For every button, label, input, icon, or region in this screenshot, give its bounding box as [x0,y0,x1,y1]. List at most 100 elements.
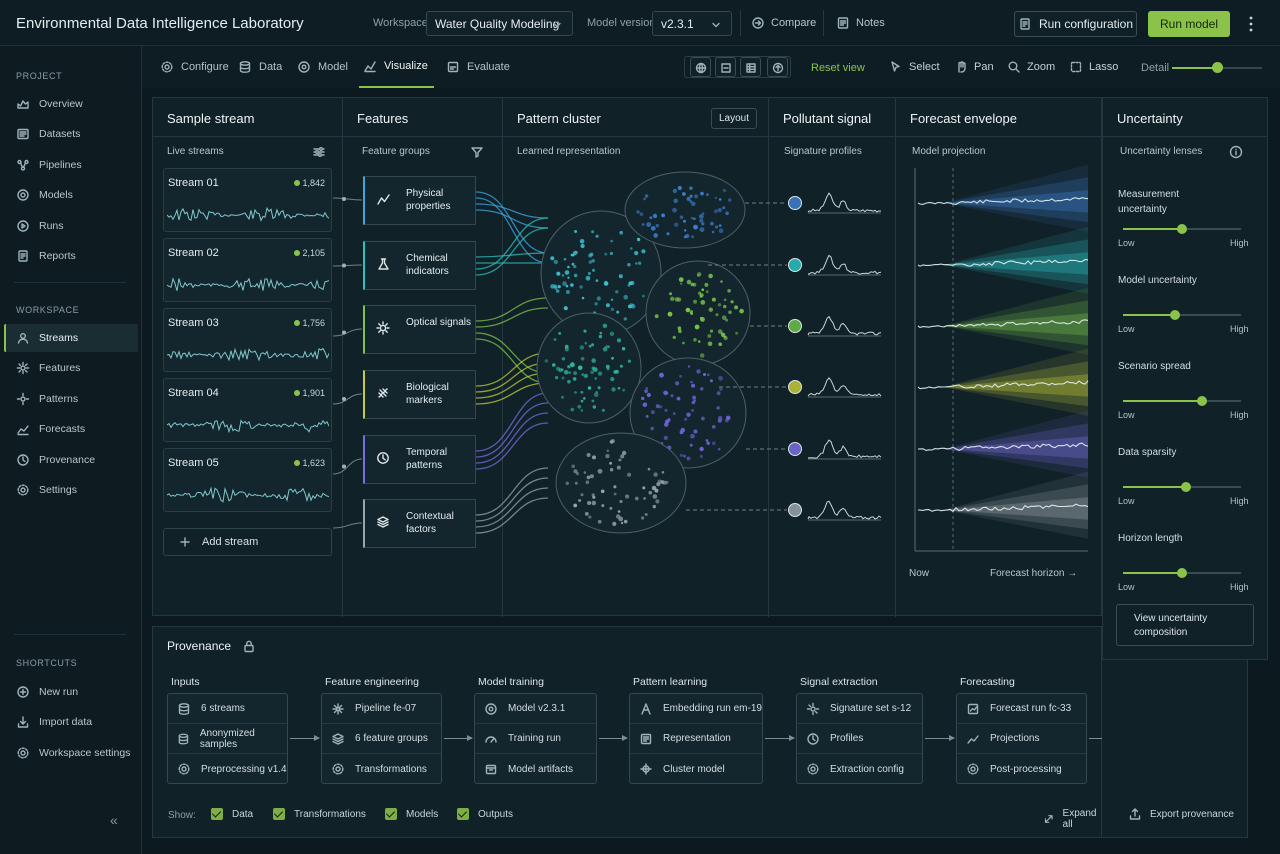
sidebar-item-datasets[interactable]: Datasets [4,120,138,148]
run-model-button[interactable]: Run model [1148,11,1230,37]
stage-item[interactable]: Signature set s-12 [797,694,922,724]
add-stream-button[interactable]: Add stream [163,528,332,556]
filter-sliders-icon[interactable] [312,145,326,159]
sidebar-item-runs[interactable]: Runs [4,212,138,240]
lens-slider[interactable] [1123,568,1241,578]
detail-slider-handle[interactable] [1212,62,1223,73]
tool-select[interactable]: Select [889,60,940,74]
run-configuration-button[interactable]: Run configuration [1014,11,1137,37]
checkbox-checked[interactable] [211,808,223,820]
lens-slider-handle[interactable] [1177,568,1187,578]
workspace-select[interactable]: Water Quality Modeling [426,11,573,36]
collapse-sidebar-icon[interactable]: « [110,812,118,828]
notes-button[interactable]: Notes [836,16,885,30]
provenance-stage-forecasting[interactable]: Forecast run fc-33 Projections Post-proces… [956,693,1087,784]
lens-slider-handle[interactable] [1180,482,1191,492]
provenance-stage-inputs[interactable]: 6 streams Anonymized samples Preprocessing… [167,693,288,784]
layout-button[interactable]: Layout [711,108,757,129]
stage-item[interactable]: Training run [475,724,596,754]
view-mode-button-4[interactable] [767,57,788,77]
stage-item[interactable]: Embedding run em-19 [630,694,762,724]
tool-zoom[interactable]: Zoom [1007,60,1055,74]
stage-item[interactable]: Cluster model [630,754,762,784]
export-provenance-button[interactable]: Export provenance [1128,807,1234,821]
provenance-stage-signal-extraction[interactable]: Signature set s-12 Profiles Extraction con… [796,693,923,784]
stage-item[interactable]: Projections [957,724,1086,754]
feature-group-biological-markers[interactable]: Biological markers [363,370,476,419]
feature-group-contextual-factors[interactable]: Contextual factors [363,499,476,548]
stage-item[interactable]: Forecast run fc-33 [957,694,1086,724]
tab-configure[interactable]: Configure [160,46,229,88]
stage-item[interactable]: Preprocessing v1.4 [168,754,287,784]
stream-card[interactable]: Stream 01 1,842 [163,168,332,232]
view-uncertainty-composition-button[interactable]: View uncertainty composition [1116,604,1254,646]
stage-item[interactable]: Extraction config [797,754,922,784]
feature-group-temporal-patterns[interactable]: Temporal patterns [363,435,476,484]
sidebar-item-features[interactable]: Features [4,354,138,382]
stage-item[interactable]: Transformations [322,754,441,784]
expand-all-button[interactable]: Expand all [1043,808,1101,830]
tab-evaluate[interactable]: Evaluate [446,46,510,88]
sidebar-item-models[interactable]: Models [4,181,138,209]
lens-slider[interactable] [1123,396,1241,406]
stage-item[interactable]: Pipeline fe-07 [322,694,441,724]
lens-slider-handle[interactable] [1197,396,1208,406]
checkbox-checked[interactable] [457,808,469,820]
view-mode-button-3[interactable] [740,57,761,77]
filter-models[interactable]: Models [385,808,438,820]
view-mode-button-2[interactable] [715,57,736,77]
filter-data[interactable]: Data [211,808,253,820]
lens-slider[interactable] [1123,310,1241,320]
sidebar-item-streams[interactable]: Streams [4,324,138,352]
view-mode-button-1[interactable] [690,57,711,77]
sidebar-item-reports[interactable]: Reports [4,242,138,270]
tool-pan[interactable]: Pan [954,60,994,74]
stage-item[interactable]: Model v2.3.1 [475,694,596,724]
lens-slider-handle[interactable] [1177,224,1187,234]
stage-item[interactable]: 6 streams [168,694,287,724]
stage-item[interactable]: Model artifacts [475,754,596,784]
provenance-stage-feature-engineering[interactable]: Pipeline fe-07 6 feature groups Transforma… [321,693,442,784]
sidebar-item-provenance[interactable]: Provenance [4,446,138,474]
sidebar-item-forecasts[interactable]: Forecasts [4,415,138,443]
stream-card[interactable]: Stream 05 1,623 [163,448,332,512]
sidebar-item-overview[interactable]: Overview [4,90,138,118]
stream-card[interactable]: Stream 02 2,105 [163,238,332,302]
provenance-stage-model-training[interactable]: Model v2.3.1 Training run Model artifacts [474,693,597,784]
stage-item[interactable]: Post-processing [957,754,1086,784]
stream-card[interactable]: Stream 04 1,901 [163,378,332,442]
stage-item[interactable]: Representation [630,724,762,754]
more-options-icon[interactable] [1246,15,1256,33]
provenance-stage-pattern-learning[interactable]: Embedding run em-19 Representation Cluster… [629,693,763,784]
tab-data[interactable]: Data [238,46,282,88]
lens-slider[interactable] [1123,482,1241,492]
stream-card[interactable]: Stream 03 1,756 [163,308,332,372]
info-icon[interactable] [1229,145,1243,159]
sidebar-item-settings[interactable]: Settings [4,476,138,504]
compare-button[interactable]: Compare [751,16,816,30]
lens-slider-handle[interactable] [1169,310,1180,320]
tab-visualize[interactable]: Visualize [359,46,434,88]
sidebar-item-new-run[interactable]: New run [4,678,138,706]
stage-item[interactable]: 6 feature groups [322,724,441,754]
feature-group-optical-signals[interactable]: Optical signals [363,305,476,354]
feature-group-chemical-indicators[interactable]: Chemical indicators [363,241,476,290]
sidebar-item-import-data[interactable]: Import data [4,708,138,736]
detail-slider[interactable] [1172,62,1262,73]
stage-item[interactable]: Anonymized samples [168,724,287,754]
sidebar-item-pipelines[interactable]: Pipelines [4,151,138,179]
checkbox-checked[interactable] [273,808,285,820]
tab-model[interactable]: Model [297,46,348,88]
filter-icon[interactable] [470,145,484,159]
reset-view-button[interactable]: Reset view [811,62,865,74]
feature-group-physical-properties[interactable]: Physical properties [363,176,476,225]
checkbox-checked[interactable] [385,808,397,820]
filter-outputs[interactable]: Outputs [457,808,513,820]
sidebar-item-patterns[interactable]: Patterns [4,385,138,413]
model-version-select[interactable]: v2.3.1 [652,11,732,36]
tool-lasso[interactable]: Lasso [1069,60,1118,74]
lens-slider[interactable] [1123,224,1241,234]
stage-item[interactable]: Profiles [797,724,922,754]
filter-transformations[interactable]: Transformations [273,808,366,820]
sidebar-item-workspace-settings[interactable]: Workspace settings [4,739,138,767]
